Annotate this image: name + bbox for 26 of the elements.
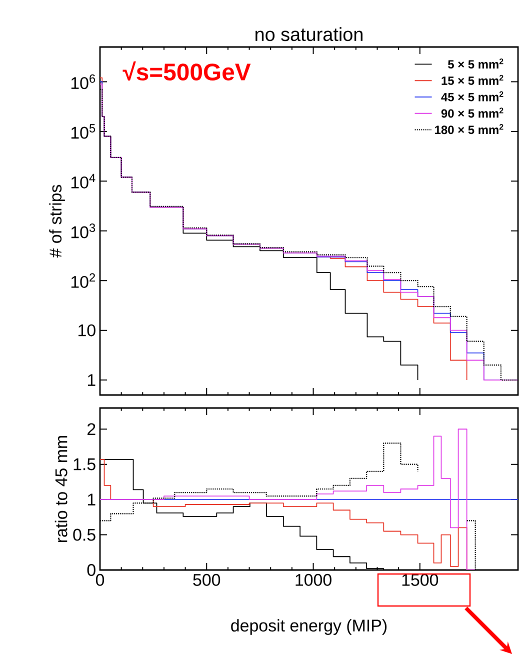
- y-tick-label: 10: [78, 324, 96, 336]
- y-tick-label: 10$^{4}$: [71, 174, 96, 188]
- y-tick-label: 10$^{2}$: [71, 273, 95, 288]
- chart-title: no saturation: [256, 27, 362, 42]
- x-tick-label: 1000: [296, 574, 332, 586]
- y-tick-label: 2: [88, 423, 96, 436]
- annotation: √s=500GeV: [122, 61, 251, 81]
- legend-label: 180 × 5 mm$^{2}$: [435, 124, 504, 134]
- y-tick-label: 1.5: [74, 458, 96, 470]
- y-tick-label: 10$^{5}$: [71, 124, 96, 139]
- legend-label: 5 × 5 mm$^{2}$: [448, 58, 504, 69]
- legend-label: 90 × 5 mm$^{2}$: [441, 108, 504, 118]
- y-tick-label: 1: [88, 374, 96, 386]
- legend-label: 45 × 5 mm$^{2}$: [441, 91, 504, 102]
- y-tick-label: 1: [88, 494, 96, 506]
- y-tick-label: 10$^{6}$: [71, 74, 96, 90]
- y-axis-title: # of strips: [49, 184, 65, 258]
- x-axis-title: deposit energy (MIP): [231, 619, 387, 635]
- y-tick-label: 0.5: [73, 528, 96, 541]
- x-tick-label: 0: [96, 574, 104, 586]
- x-tick-label: 1500: [402, 574, 438, 586]
- x-tick-label: 500: [193, 574, 220, 586]
- legend-label: 15 × 5 mm$^{2}$: [442, 74, 504, 85]
- y-tick-label: 10$^{3}$: [71, 224, 96, 238]
- y-axis-title: ratio to 45 mm: [54, 436, 68, 542]
- y-tick-label: 0: [87, 564, 96, 576]
